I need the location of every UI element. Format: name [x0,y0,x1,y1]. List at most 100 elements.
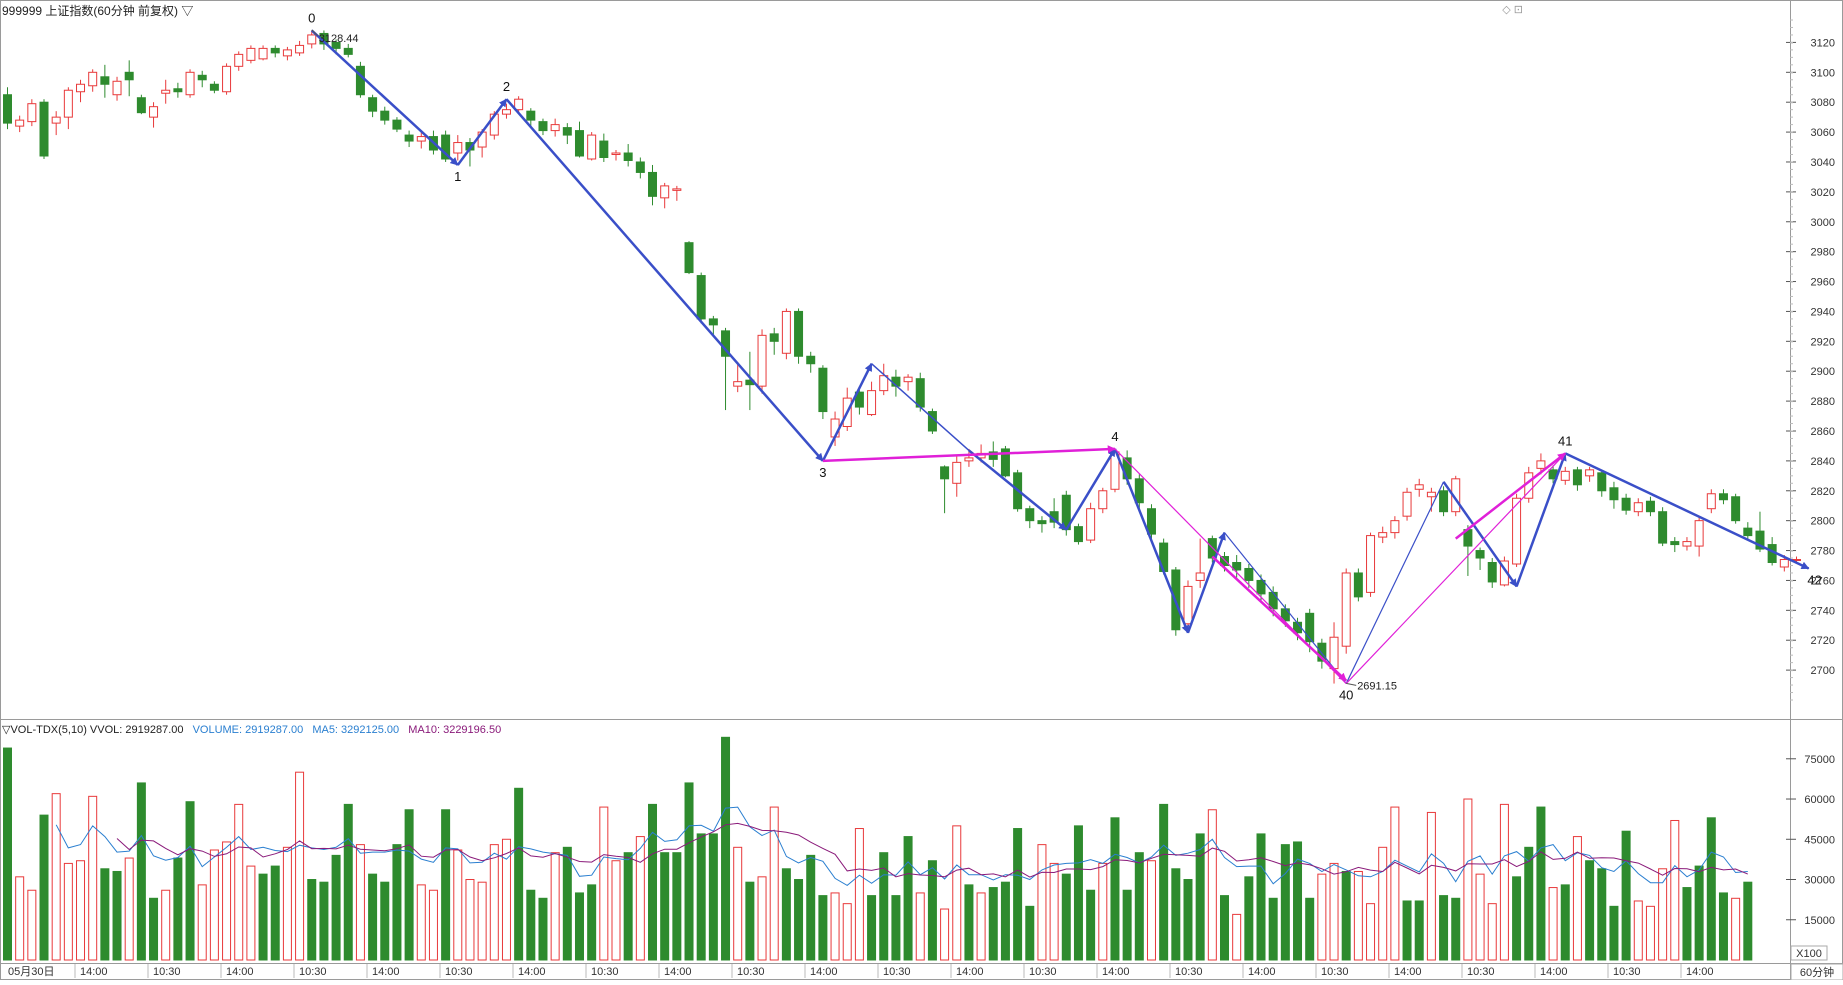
volume-bar-down [1000,881,1010,961]
volume-bar-down [392,844,402,961]
volume-bar-up [76,860,86,961]
volume-bar-down [149,897,159,961]
diamond-icon[interactable]: ◇ [1502,4,1511,16]
wave-line-blue [871,363,970,451]
volume-bar-up [915,892,925,961]
candle-up [1426,491,1436,498]
volume-bar-down [1512,876,1522,961]
volume-bar-down [684,782,694,961]
wave-point-label: 1 [454,169,461,184]
time-label: 14:00 [80,966,108,978]
window-icons: ◇ ⊡ [1502,3,1523,16]
candle-up [964,457,974,462]
candle-down [648,171,658,197]
volume-bar-up [733,846,743,961]
candle-down [392,119,402,130]
volume-indicator-name: ▽VOL-TDX(5,10) VVOL: 2919287.00 [2,724,184,736]
candle-down [574,130,584,157]
price-tick-label: 3000 [1811,217,1835,229]
volume-bar-up [1633,900,1643,961]
volume-bar-down [404,809,414,961]
volume-bar-down [3,747,12,961]
candle-up [258,47,268,60]
candle-up [1512,497,1522,565]
volume-bar-up [453,849,463,961]
volume-bars [3,736,1753,961]
volume-bar-up [1146,860,1156,961]
volume-bar-down [903,836,913,961]
candle-down [404,134,414,142]
candle-down [197,74,207,81]
candle-up [161,89,171,94]
candle-up [88,71,98,87]
candle-up [282,49,292,57]
volume-bar-down [672,852,682,961]
time-label: 10:30 [153,966,181,978]
time-label: 10:30 [591,966,619,978]
volume-bar-up [769,806,779,961]
time-label: 14:00 [810,966,838,978]
candle-down [818,367,828,413]
candle-down [684,242,694,274]
volume-bar-up [1037,844,1047,961]
candles [3,30,1801,684]
candle-up [76,83,86,93]
candle-up [149,106,159,118]
candle-down [538,121,548,132]
volume-bar-up [976,892,986,961]
volume-bar-up [161,889,171,961]
price-tick-label: 2800 [1811,516,1835,528]
volume-header: ▽VOL-TDX(5,10) VVOL: 2919287.00 VOLUME: … [2,723,507,736]
candle-up [1378,532,1388,538]
candle-down [1670,541,1680,546]
candle-up [1402,491,1412,517]
volume-bar-up [88,795,98,961]
volume-bar-up [611,860,621,961]
volume-bar-up [1463,798,1473,961]
volume-bar-up [477,881,487,961]
price-tick-label: 3040 [1811,157,1835,169]
volume-bar-down [1171,868,1181,961]
volume-bar-down [39,814,49,961]
volume-bar-up [282,846,292,961]
volume-unit-box [1790,945,1828,961]
candle-up [1779,559,1789,568]
volume-bar-up [1049,862,1059,961]
volume-bar-down [1110,817,1120,961]
volume-bar-down [623,852,633,961]
candle-up [514,98,524,111]
candle-down [1658,511,1668,544]
candle-up [952,461,962,484]
wave-line-blue [1065,448,1117,531]
time-label: 10:30 [1613,966,1641,978]
candle-up [1682,541,1692,547]
candle-up [660,185,670,199]
candle-down [1755,530,1765,550]
candle-up [757,334,767,387]
volume-bar-up [757,876,767,961]
volume-bar-up [1390,806,1400,961]
candle-up [416,136,426,142]
ma10-line [116,822,1748,878]
candle-up [1341,572,1351,647]
price-tick-label: 2940 [1811,306,1835,318]
volume-bar-down [319,881,329,961]
volume-bar-down [696,833,706,961]
volume-bar-down [307,879,317,961]
volume-bar-down [1305,897,1315,961]
volume-bar-up [1548,887,1558,961]
price-tick-label: 3020 [1811,187,1835,199]
price-tick-label: 2980 [1811,247,1835,259]
period-label: 60分钟 [1800,965,1834,979]
candle-up [1560,470,1570,481]
volume-bar-down [1402,900,1412,961]
time-label: 10:30 [1467,966,1495,978]
restore-icon[interactable]: ⊡ [1513,4,1523,16]
volume-bar-down [526,889,536,961]
volume-bar-up [1207,809,1217,961]
volume-bar-up [550,852,560,961]
wave-line-blue [456,98,508,166]
